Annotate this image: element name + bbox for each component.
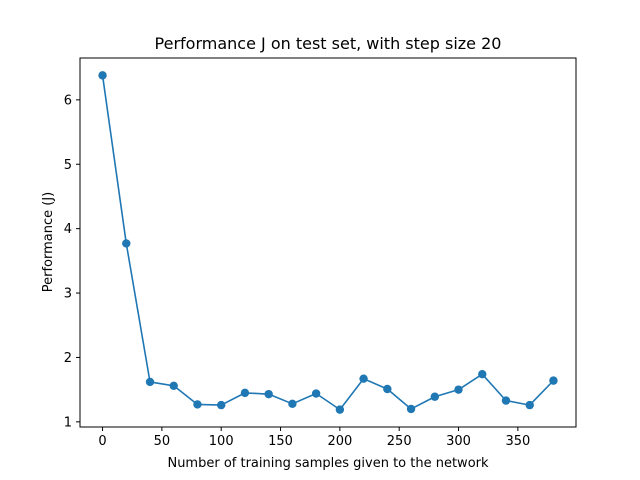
data-point: [335, 405, 345, 414]
x-tick-label: 0: [98, 434, 106, 449]
y-tick-label: 1: [64, 415, 72, 430]
x-tick-label: 100: [209, 434, 234, 449]
data-point: [430, 392, 439, 401]
y-axis-label: Performance (J): [41, 192, 56, 293]
data-point: [122, 239, 131, 248]
data-point: [549, 376, 558, 385]
data-point: [359, 374, 368, 383]
data-point: [193, 400, 202, 409]
x-tick-label: 350: [505, 434, 530, 449]
y-tick-label: 6: [64, 93, 72, 108]
data-point: [217, 400, 226, 410]
data-point: [454, 385, 463, 394]
plot-frame: [79, 57, 577, 428]
y-tick-label: 2: [64, 351, 72, 366]
data-point: [264, 389, 273, 399]
data-point: [501, 396, 511, 405]
data-point: [145, 377, 155, 387]
data-point: [311, 389, 321, 398]
data-point: [406, 404, 416, 414]
data-point: [478, 369, 487, 379]
chart-title: Performance J on test set, with step siz…: [155, 34, 502, 53]
x-tick-label: 50: [154, 434, 171, 449]
y-tick-label: 5: [64, 158, 72, 173]
x-tick-label: 200: [327, 434, 352, 449]
data-point: [383, 384, 392, 394]
x-tick-label: 250: [387, 434, 412, 449]
x-tick-label: 150: [268, 434, 293, 449]
y-tick-label: 3: [64, 287, 72, 302]
y-tick-label: 4: [64, 222, 72, 237]
data-point: [169, 381, 178, 390]
data-point: [240, 388, 250, 398]
data-point: [98, 71, 107, 80]
x-axis-label: Number of training samples given to the …: [167, 456, 489, 471]
x-tick-label: 300: [446, 434, 471, 449]
data-point: [288, 399, 297, 409]
data-point: [525, 400, 534, 410]
series-line: [101, 75, 555, 411]
